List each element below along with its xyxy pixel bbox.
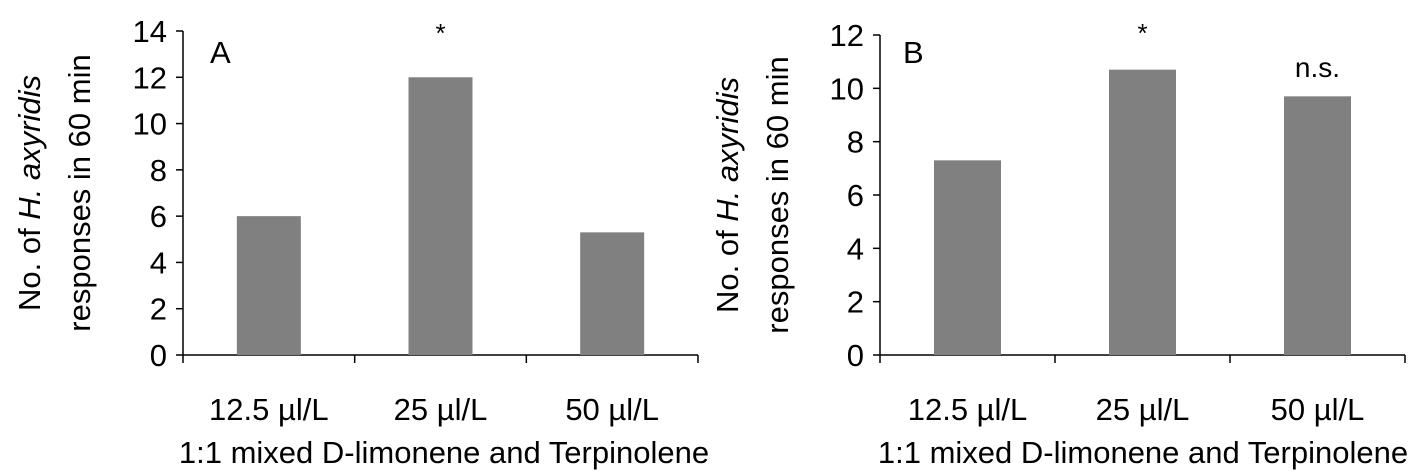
y-tick-label: 4	[150, 245, 167, 280]
y-axis-label-prefix: No. of	[710, 222, 745, 313]
bar	[1284, 96, 1351, 355]
y-tick-label: 6	[150, 199, 167, 234]
x-tick-label: 50 µl/L	[565, 392, 659, 427]
y-tick-label: 0	[150, 338, 167, 373]
y-tick-label: 12	[133, 60, 167, 95]
y-tick-label: 10	[830, 71, 864, 106]
bar	[1109, 69, 1176, 356]
significance-asterisk: *	[1137, 18, 1147, 48]
significance-ns-label: n.s.	[1295, 52, 1340, 83]
bar	[934, 160, 1001, 355]
y-tick-label: 2	[847, 285, 864, 320]
chart-panel-b: 0 2 4 6 8 10 12 12.5 µl/L 25 µl/L * 50 µl/L n.s. B 1:…	[710, 18, 1408, 470]
panel-label: A	[210, 35, 231, 70]
y-tick-label: 4	[847, 231, 864, 266]
x-tick-label: 25 µl/L	[1096, 392, 1190, 427]
y-axis-label-line2: responses in 60 min	[760, 56, 795, 333]
y-tick-label: 8	[847, 125, 864, 160]
y-tick-label: 0	[847, 338, 864, 373]
y-tick-label: 10	[133, 107, 167, 142]
y-tick-label: 8	[150, 153, 167, 188]
panel-label: B	[903, 35, 924, 70]
y-tick-label: 14	[133, 14, 167, 49]
y-axis-label-prefix: No. of	[12, 220, 47, 311]
x-tick-label: 50 µl/L	[1271, 392, 1365, 427]
x-axis-label: 1:1 mixed D-limonene and Terpinolene	[179, 435, 709, 470]
y-tick-label: 2	[150, 292, 167, 327]
chart-panel-a: 0 2 4 6 8 10 12 14 12.5 µl/L 25 µl/L * 50 µl/L A 1:1 …	[12, 14, 709, 470]
y-axis-label-species: H. axyridis	[710, 77, 745, 222]
y-axis-label-line1: No. of H. axyridis	[12, 75, 47, 311]
significance-asterisk: *	[435, 18, 445, 48]
y-tick-label: 12	[830, 18, 864, 53]
x-axis-label: 1:1 mixed D-limonene and Terpinolene	[878, 435, 1408, 470]
y-axis-label-species: H. axyridis	[12, 75, 47, 220]
x-tick-label: 25 µl/L	[394, 392, 488, 427]
y-axis-label-line1: No. of H. axyridis	[710, 77, 745, 313]
y-tick-label: 6	[847, 178, 864, 213]
bar	[408, 77, 473, 356]
bar	[236, 216, 301, 355]
x-tick-label: 12.5 µl/L	[908, 392, 1028, 427]
y-axis-label-line2: responses in 60 min	[62, 54, 97, 331]
x-tick-label: 12.5 µl/L	[209, 392, 329, 427]
bar	[580, 232, 645, 355]
